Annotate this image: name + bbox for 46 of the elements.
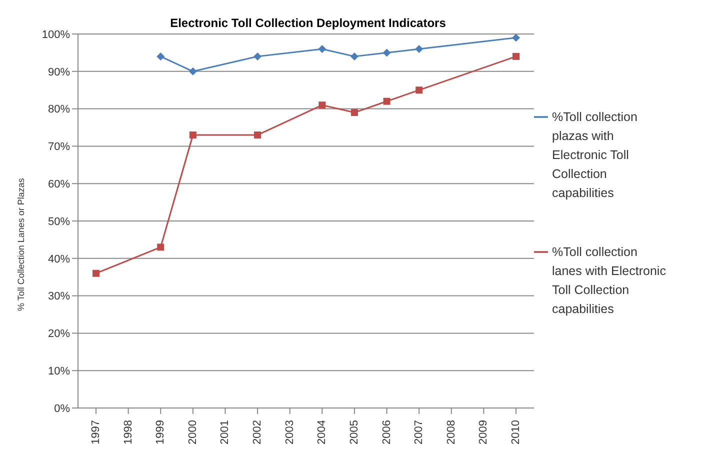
y-tick-label: 0% bbox=[54, 402, 70, 415]
y-tick-label: 100% bbox=[42, 28, 70, 41]
x-tick-label: 2007 bbox=[413, 420, 426, 444]
point bbox=[254, 52, 262, 60]
x-tick-label: 2002 bbox=[252, 420, 264, 444]
point bbox=[415, 44, 424, 53]
y-tick-label: 30% bbox=[48, 290, 70, 303]
y-tick-label: 60% bbox=[48, 178, 70, 191]
x-tick-label: 2000 bbox=[186, 420, 199, 444]
point bbox=[383, 98, 390, 105]
x-tick-label: 1998 bbox=[122, 420, 134, 444]
legend-label: %Toll collection lanes with Electronic Toll Collection capabilities bbox=[552, 244, 667, 318]
x-tick-label: 2008 bbox=[445, 420, 458, 444]
point bbox=[92, 270, 100, 277]
point bbox=[189, 131, 196, 138]
point bbox=[350, 109, 358, 116]
point bbox=[157, 244, 164, 251]
y-tick-label: 80% bbox=[48, 104, 70, 116]
x-tick-label: 2001 bbox=[219, 420, 232, 444]
point bbox=[318, 44, 326, 53]
point bbox=[156, 52, 165, 60]
point bbox=[350, 52, 358, 60]
point bbox=[382, 48, 391, 57]
y-axis-title: % Toll Collection Lanes or Plazas bbox=[16, 178, 26, 311]
point bbox=[512, 52, 520, 60]
y-tick-label: 40% bbox=[48, 253, 70, 266]
x-tick-label: 2009 bbox=[478, 420, 490, 444]
x-tick-label: 1999 bbox=[154, 420, 167, 444]
point bbox=[254, 131, 262, 138]
y-tick-label: 10% bbox=[48, 366, 70, 378]
legend-label: %Toll collection plazas with Electronic Toll Collection capabilities bbox=[552, 108, 638, 202]
y-tick-label: 90% bbox=[48, 66, 70, 78]
x-tick-label: 2005 bbox=[348, 420, 360, 444]
y-tick-label: 50% bbox=[48, 216, 70, 228]
point bbox=[188, 67, 197, 76]
x-tick-label: 2003 bbox=[284, 420, 296, 444]
x-tick-label: 2010 bbox=[510, 420, 522, 444]
point bbox=[416, 86, 423, 94]
x-tick-label: 2006 bbox=[380, 420, 393, 444]
point bbox=[318, 102, 326, 109]
y-tick-label: 20% bbox=[48, 328, 70, 340]
x-tick-label: 2004 bbox=[316, 420, 328, 444]
chart-title: Electronic Toll Collection Deployment Indicators bbox=[169, 16, 447, 30]
point bbox=[512, 34, 520, 42]
y-tick-label: 70% bbox=[48, 141, 70, 154]
x-tick-label: 1997 bbox=[90, 420, 102, 444]
